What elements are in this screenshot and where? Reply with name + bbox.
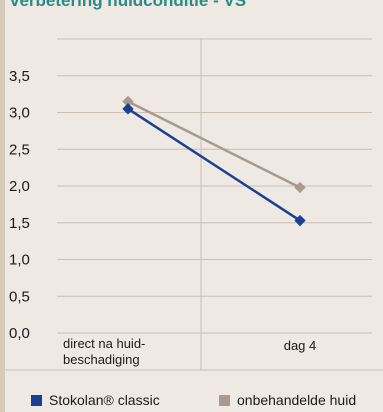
y-tick-label: 0,0 [9,325,30,342]
left-accent-strip [0,0,5,412]
y-tick-label: 3,5 [9,68,30,85]
legend-swatch [31,395,42,406]
legend-label: onbehandelde huid [237,392,356,408]
y-tick-label: 0,5 [9,288,30,305]
y-axis-ticks: 0,0 0,5 1,0 1,5 2,0 2,5 3,0 3,5 [9,68,30,342]
y-tick-label: 1,5 [9,215,30,232]
legend-swatch [219,395,230,406]
y-tick-label: 2,5 [9,141,30,158]
x-category-label: dag 4 [284,338,317,353]
y-tick-label: 1,0 [9,252,30,269]
y-tick-label: 2,0 [9,178,30,195]
legend-label: Stokolan® classic [49,392,160,408]
y-tick-label: 3,0 [9,105,30,122]
x-category-label: direct na huid-beschadiging [63,336,145,367]
grid [5,38,383,371]
series [122,95,306,227]
chart-title: verbetering huidconditie - VS [10,0,247,10]
chart-panel [5,0,383,412]
legend: Stokolan® classic onbehandelde huid [31,392,356,408]
data-point [294,181,306,194]
data-point [294,214,306,227]
series-line [127,107,301,222]
series-line [127,100,301,189]
x-axis-categories: direct na huid-beschadiging dag 4 [63,336,316,367]
